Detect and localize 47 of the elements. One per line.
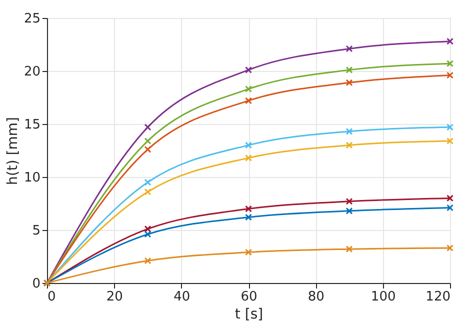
point — [446, 204, 454, 212]
x-tick-label: 60 — [240, 290, 258, 304]
point — [346, 207, 353, 214]
point — [446, 38, 454, 45]
x-tick-label: 120 — [426, 290, 450, 304]
point — [446, 194, 454, 202]
point — [144, 124, 152, 131]
point — [245, 214, 252, 221]
point — [144, 188, 152, 196]
point — [346, 128, 353, 135]
point — [144, 178, 152, 186]
point — [144, 230, 152, 238]
point — [446, 72, 454, 79]
point — [245, 97, 252, 104]
y-tick-label: 10 — [24, 170, 40, 186]
point — [346, 246, 353, 253]
point — [144, 146, 152, 153]
x-tick-label: 0 — [48, 290, 56, 304]
point — [446, 137, 454, 144]
x-tick-label: 100 — [370, 290, 396, 304]
point — [346, 198, 353, 205]
point — [346, 79, 353, 86]
x-tick-label: 20 — [106, 290, 123, 304]
point — [446, 244, 454, 252]
y-axis-title: h(t) [mm] — [4, 117, 21, 185]
point — [245, 154, 252, 162]
y-tick-label: 0 — [32, 276, 40, 292]
y-tick-label: 20 — [24, 64, 40, 80]
point — [446, 124, 454, 131]
point — [346, 142, 353, 149]
point — [245, 142, 252, 149]
point — [245, 66, 252, 74]
x-tick-label: 40 — [174, 290, 190, 304]
y-tick-label: 5 — [32, 224, 40, 238]
point — [446, 60, 454, 68]
point — [346, 45, 353, 52]
point — [346, 66, 353, 74]
x-tick-label: 80 — [308, 290, 324, 304]
point — [144, 225, 152, 232]
y-tick-label: 25 — [24, 12, 40, 26]
x-axis-title: t [s] — [234, 306, 264, 322]
y-tick-label: 15 — [24, 118, 40, 132]
point — [245, 248, 252, 256]
point — [144, 137, 152, 144]
point — [245, 205, 252, 212]
point — [245, 86, 252, 93]
point — [144, 257, 152, 264]
